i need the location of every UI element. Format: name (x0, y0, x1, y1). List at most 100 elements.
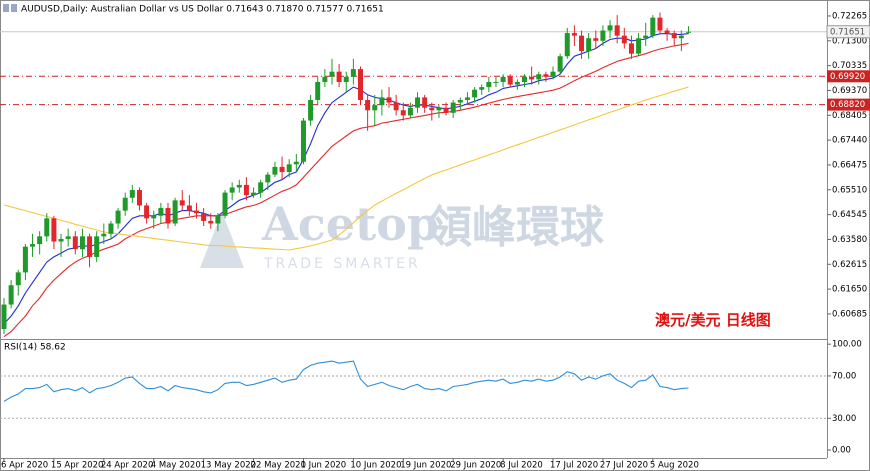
candle-body (315, 81, 321, 100)
watermark: Acetop 領峰環球 TRADE SMARTER (200, 197, 605, 272)
candle-body (479, 87, 485, 90)
candle-body (621, 35, 627, 44)
candle-body (571, 33, 577, 36)
candle-body (251, 192, 257, 196)
candle-body (400, 110, 406, 116)
watermark-brand: Acetop (261, 197, 439, 251)
candle-body (628, 43, 634, 54)
candle-body (350, 69, 356, 77)
y-tick-label: 0.68405 (832, 111, 867, 121)
candle-body (579, 35, 585, 52)
candle-body (521, 76, 527, 82)
x-tick-label: 17 Jul 2020 (550, 461, 598, 471)
candle-body (393, 102, 399, 111)
y-tick-label: 0.00 (832, 446, 851, 456)
candle-body (179, 200, 185, 206)
candle-body (329, 71, 335, 77)
candle-body (8, 285, 14, 305)
candle-body (678, 35, 684, 39)
candle-body (222, 192, 228, 216)
candle-body (308, 99, 314, 121)
x-tick-label: 8 Jul 2020 (500, 461, 543, 471)
candle-body (415, 97, 421, 108)
candle-body (15, 272, 21, 286)
toolbar-icon (11, 4, 17, 12)
y-tick-label: 0.72265 (832, 11, 867, 21)
y-tick-label: 0.67440 (832, 136, 867, 146)
candle-body (194, 210, 200, 214)
candle-body (51, 218, 57, 242)
candle-body (464, 97, 470, 100)
candle-body (422, 97, 428, 108)
y-tick-label: 0.69370 (832, 86, 867, 96)
y-tick-label: 0.65510 (832, 185, 867, 195)
y-tick-label: 0.62615 (832, 260, 867, 270)
candle-body (550, 71, 556, 77)
candle-body (144, 205, 150, 219)
candle-body (514, 81, 520, 85)
x-tick-label: 5 Aug 2020 (650, 461, 699, 471)
candle-body (236, 184, 242, 188)
candle-body (407, 107, 413, 116)
candle-body (493, 81, 499, 83)
candle-body (607, 25, 613, 31)
y-tick-label: 0.70335 (832, 61, 867, 71)
candle-body (379, 97, 385, 106)
candle-body (186, 205, 192, 211)
candle-body (557, 56, 563, 72)
candle-body (657, 17, 663, 31)
candle-body (243, 184, 249, 196)
candle-body (44, 218, 50, 237)
candle-body (22, 246, 28, 273)
toolbar-icon (3, 4, 9, 12)
candle-body (457, 99, 463, 103)
x-tick-label: 10 Jun 2020 (350, 461, 401, 471)
candle-body (322, 76, 328, 82)
candle-body (450, 102, 456, 113)
x-tick-label: 27 Jul 2020 (600, 461, 648, 471)
candle-body (30, 244, 36, 247)
candle-body (543, 74, 549, 77)
candle-body (293, 161, 299, 165)
candle-body (372, 105, 378, 111)
candle-body (101, 233, 107, 237)
candle-body (65, 236, 71, 239)
candle-body (685, 31, 691, 33)
candle-body (358, 69, 363, 100)
y-tick-label: 0.64545 (832, 210, 867, 220)
candle-body (593, 38, 599, 41)
candle-body (122, 197, 128, 211)
x-tick-label: 29 Jun 2020 (450, 461, 501, 471)
candle-body (472, 89, 478, 98)
chart-header: AUDUSD,Daily: Australian Dollar vs US Do… (21, 5, 384, 15)
price-label: 0.71651 (830, 27, 865, 37)
candle-body (650, 17, 656, 36)
candle-body (265, 174, 271, 183)
logo (200, 212, 244, 268)
y-tick-label: 0.61650 (832, 285, 867, 295)
x-tick-label: 19 Jun 2020 (400, 461, 451, 471)
candle-body (87, 236, 93, 257)
x-tick-label: 4 May 2020 (151, 461, 201, 471)
candle-body (208, 220, 214, 224)
candle-body (529, 76, 535, 80)
candle-body (643, 35, 649, 39)
rsi-title: RSI(14) 58.62 (4, 343, 66, 353)
candle-body (436, 107, 442, 111)
candle-body (600, 30, 606, 41)
watermark-tagline: TRADE SMARTER (263, 256, 421, 272)
y-tick-label: 0.66475 (832, 160, 867, 170)
y-tick-label: 30.00 (832, 414, 856, 424)
y-tick-label: 70.00 (832, 371, 856, 381)
candle-body (500, 76, 506, 82)
candle-body (72, 236, 78, 250)
candle-body (486, 81, 492, 88)
candle-body (79, 236, 85, 250)
candle-body (507, 76, 513, 85)
level-label: 0.68820 (830, 100, 865, 110)
candle-body (564, 33, 570, 57)
x-tick-label: 22 May 2020 (251, 461, 306, 471)
candle-body (136, 190, 142, 206)
candle-body (108, 223, 114, 234)
